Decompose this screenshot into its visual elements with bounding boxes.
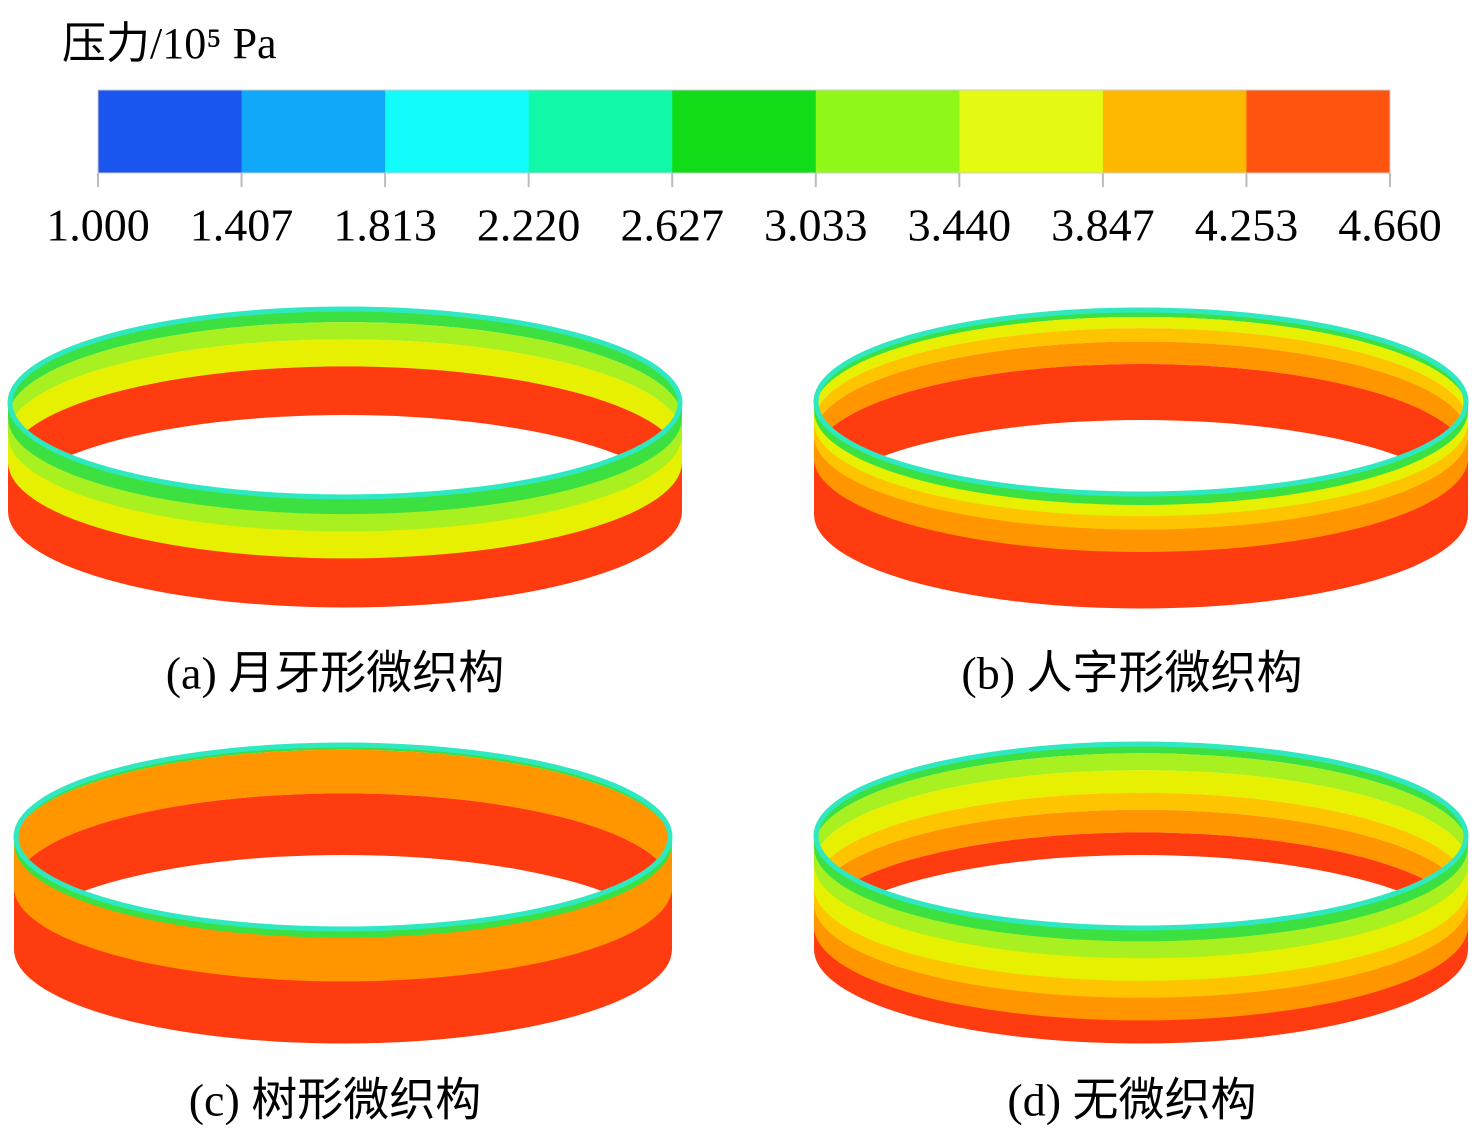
ring-outer-band bbox=[814, 886, 1468, 999]
ring-rim bbox=[813, 741, 1469, 931]
colorbar-segment bbox=[241, 90, 386, 173]
panel-caption: (b) 人字形微织构 bbox=[961, 648, 1302, 699]
ring-inner-band bbox=[8, 339, 682, 463]
ring-rim bbox=[13, 742, 673, 932]
colorbar-segment bbox=[815, 90, 960, 173]
ring-outer-band bbox=[8, 418, 682, 532]
ring-inner-band bbox=[8, 307, 682, 419]
panel-caption: (d) 无微织构 bbox=[1007, 1075, 1256, 1126]
colorbar-segment bbox=[1246, 90, 1391, 173]
ring-inner-band bbox=[814, 792, 1468, 904]
colorbar-segment bbox=[528, 90, 673, 173]
ring-outer-band bbox=[814, 435, 1468, 553]
ring-outer-band bbox=[8, 435, 682, 559]
colorbar-segment bbox=[672, 90, 817, 173]
colorbar-segment bbox=[959, 90, 1104, 173]
colorbar-tick-label: 3.847 bbox=[1051, 200, 1155, 251]
ring-outer-band bbox=[14, 887, 672, 1044]
ring-inner bbox=[814, 742, 1468, 930]
colorbar-tick-label: 1.407 bbox=[190, 200, 294, 251]
rings bbox=[7, 306, 1469, 1044]
ring-outer-band bbox=[814, 903, 1468, 1021]
ring-inner-band bbox=[814, 341, 1468, 458]
panel-caption: (a) 月牙形微织构 bbox=[166, 648, 505, 699]
colorbar-tick-label: 2.220 bbox=[477, 200, 581, 251]
colorbar-tick-label: 4.253 bbox=[1195, 200, 1299, 251]
colorbar-tick-label: 1.813 bbox=[333, 200, 437, 251]
ring-inner-band bbox=[814, 364, 1468, 496]
ring-inner bbox=[8, 307, 682, 499]
colorbar-tick-label: 2.627 bbox=[620, 200, 724, 251]
colorbar-tick-label: 4.660 bbox=[1338, 200, 1442, 251]
ring-inner-band bbox=[814, 753, 1468, 865]
colorbar-tick-label: 1.000 bbox=[46, 200, 150, 251]
ring-inner-band bbox=[814, 770, 1468, 887]
ring-outer-band bbox=[814, 847, 1468, 959]
colorbar-tick-label: 3.033 bbox=[764, 200, 868, 251]
ring-rim bbox=[7, 306, 683, 500]
ring-inner-band bbox=[814, 832, 1468, 930]
colorbar-segment bbox=[385, 90, 530, 173]
captions: (a) 月牙形微织构 (b) 人字形微织构 (c) 树形微织构 (d) 无微织构 bbox=[166, 648, 1303, 1126]
colorbar-tick-label: 3.440 bbox=[908, 200, 1012, 251]
ring-rim bbox=[813, 307, 1469, 497]
ring-outer-band bbox=[814, 926, 1468, 1044]
ring-outer-band bbox=[814, 864, 1468, 982]
panel-caption: (c) 树形微织构 bbox=[189, 1075, 482, 1126]
ring-inner bbox=[14, 743, 672, 931]
colorbar-frame bbox=[97, 89, 1391, 174]
colorbar: 1.000 1.407 1.813 2.220 2.627 3.033 3.440 3.847… bbox=[46, 89, 1442, 251]
ring-outer-band bbox=[8, 462, 682, 608]
ring-inner-band bbox=[814, 809, 1468, 927]
ring-inner-band bbox=[14, 793, 672, 931]
ring-inner-band bbox=[14, 749, 672, 888]
colorbar-segment bbox=[1102, 90, 1247, 173]
ring-outer-band bbox=[814, 458, 1468, 609]
ring-outer-band bbox=[14, 843, 672, 982]
ring-inner-band bbox=[8, 322, 682, 436]
colorbar-title: 压力/10⁵ Pa bbox=[62, 19, 277, 68]
colorbar-segment bbox=[98, 90, 243, 173]
ring-inner-band bbox=[8, 366, 682, 499]
ring-inner bbox=[814, 308, 1468, 496]
